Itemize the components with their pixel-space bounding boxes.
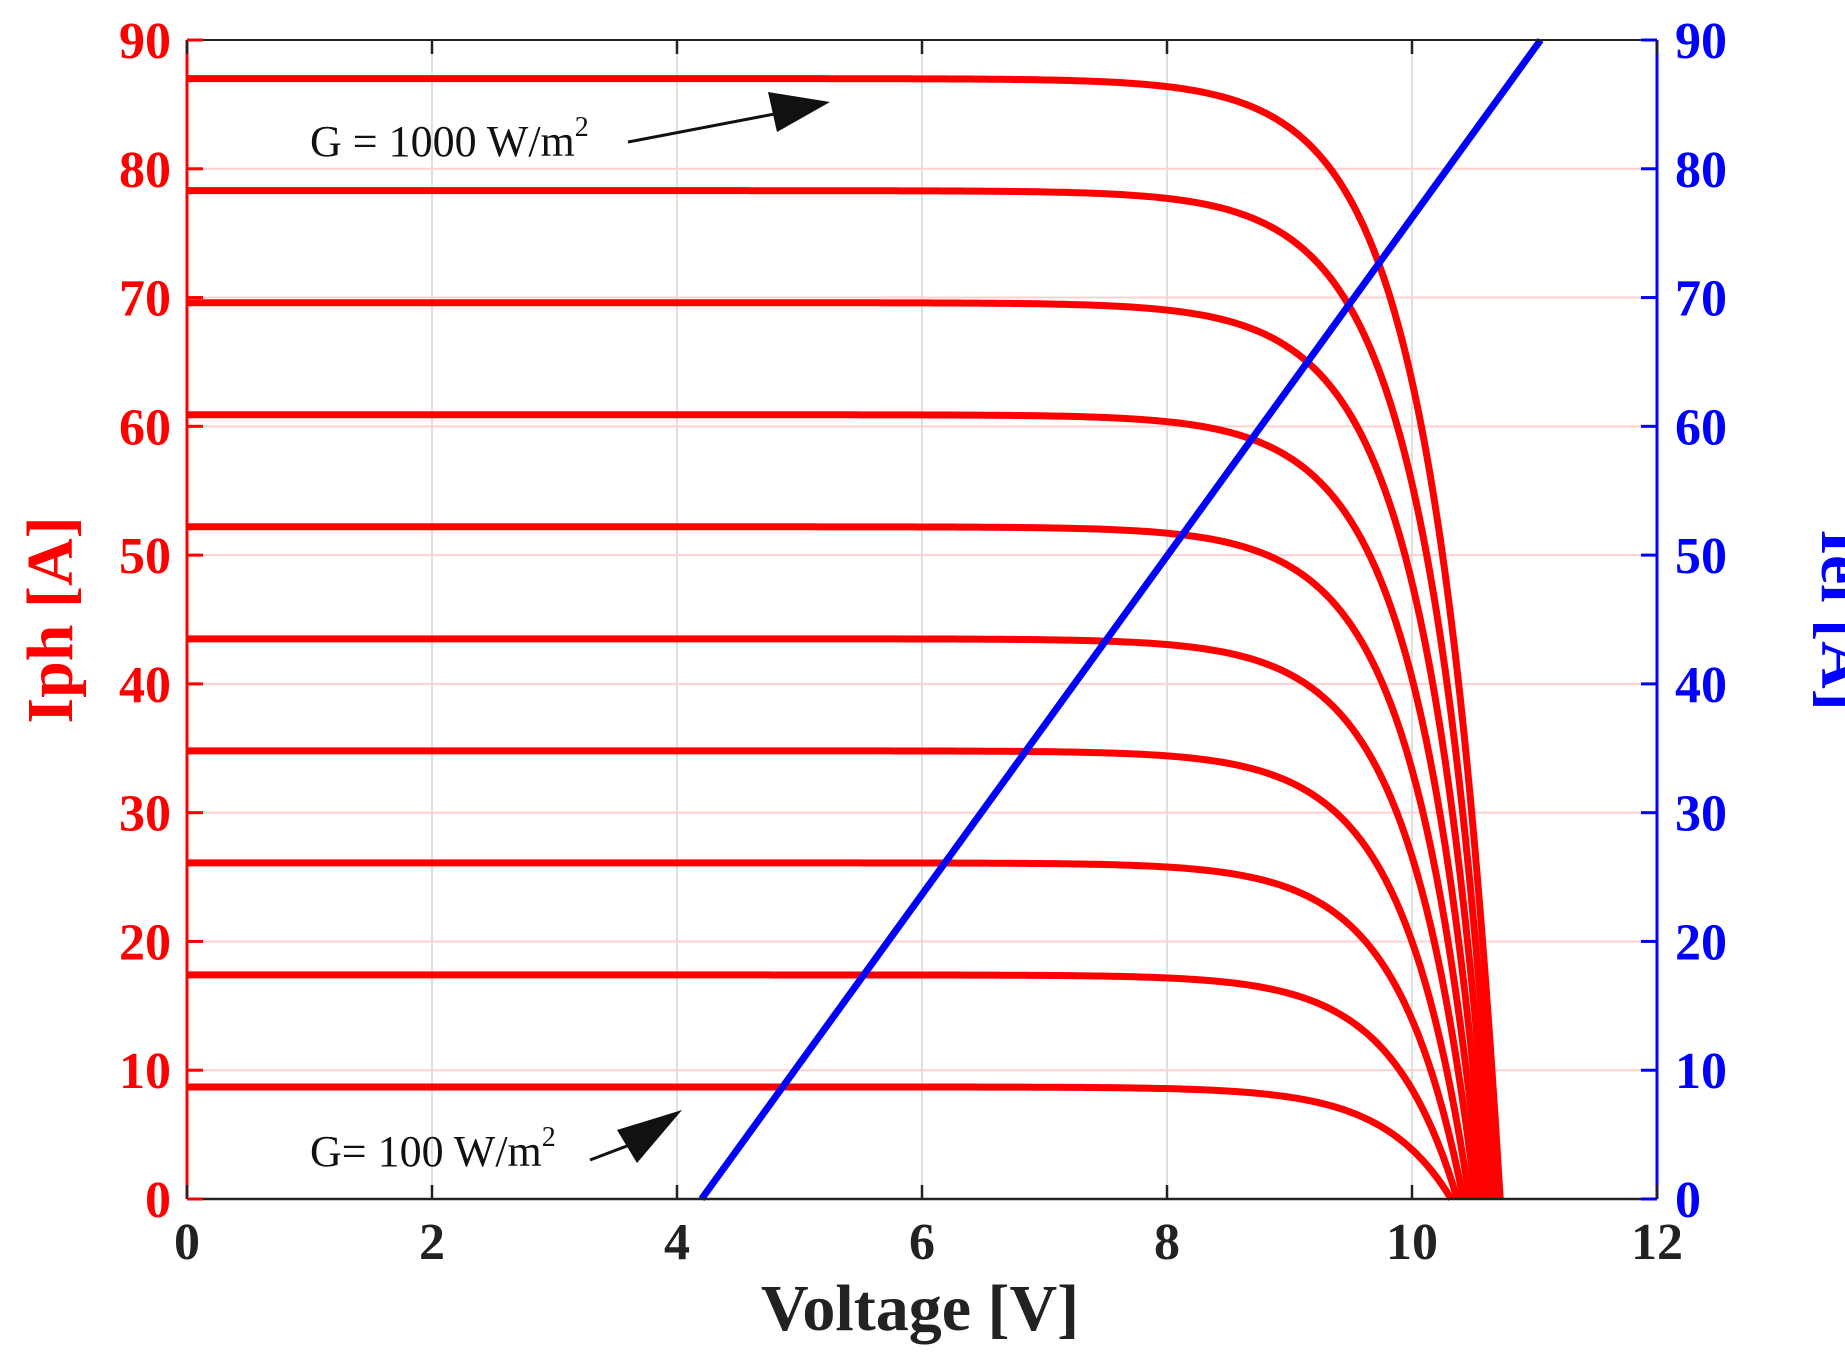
x-tick-label: 8 <box>1154 1214 1180 1271</box>
annotation-1000: G = 1000 W/m2 <box>310 92 830 166</box>
right-axis-title: Iel [A] <box>1807 529 1845 710</box>
right-tick-label: 30 <box>1675 786 1727 843</box>
left-tick-label: 50 <box>119 528 171 585</box>
left-tick-label: 90 <box>119 13 171 70</box>
pv-curves <box>187 75 1504 1201</box>
right-tick-label: 20 <box>1675 914 1727 971</box>
left-tick-label: 0 <box>145 1172 171 1229</box>
left-tick-label: 20 <box>119 914 171 971</box>
x-tick-label: 4 <box>664 1214 690 1271</box>
grid <box>187 40 1657 1199</box>
x-tick-label: 2 <box>419 1214 445 1271</box>
axes <box>185 38 1659 1201</box>
annotation-1000-label: G = 1000 W/m2 <box>310 112 589 166</box>
left-tick-label: 10 <box>119 1043 171 1100</box>
pv-curve-series <box>187 747 1474 1200</box>
left-tick-label: 70 <box>119 271 171 328</box>
right-tick-label: 10 <box>1675 1043 1727 1100</box>
x-axis-title: Voltage [V] <box>761 1272 1079 1345</box>
electrolyzer-line-group <box>698 37 1544 1202</box>
pv-curve-series <box>187 1083 1455 1201</box>
pv-curve-series <box>187 187 1499 1200</box>
right-tick-label: 60 <box>1675 399 1727 456</box>
x-tick-label: 10 <box>1386 1214 1438 1271</box>
x-tick-label: 12 <box>1631 1214 1683 1271</box>
left-tick-label: 60 <box>119 399 171 456</box>
pv-curve-series <box>187 75 1504 1200</box>
right-tick-label: 70 <box>1675 271 1727 328</box>
left-tick-label: 80 <box>119 142 171 199</box>
pv-curve-series <box>187 299 1494 1200</box>
right-tick-label: 0 <box>1675 1172 1701 1229</box>
left-axis-title: Iph [A] <box>14 516 87 723</box>
right-tick-label: 50 <box>1675 528 1727 585</box>
pv-curve-series <box>187 411 1489 1200</box>
x-tick-label: 0 <box>174 1214 200 1271</box>
annotation-1000-arrowhead <box>768 92 830 132</box>
annotation-100-label: G= 100 W/m2 <box>310 1122 556 1176</box>
x-tick-label: 6 <box>909 1214 935 1271</box>
pv-curve-series <box>187 523 1485 1200</box>
right-tick-label: 80 <box>1675 142 1727 199</box>
annotation-100: G= 100 W/m2 <box>310 1110 682 1176</box>
right-tick-label: 90 <box>1675 13 1727 70</box>
pv-curve-series <box>187 859 1467 1200</box>
annotation-1000-arrow-shaft <box>627 110 786 144</box>
pv-curve-series <box>187 635 1480 1200</box>
left-tick-label: 40 <box>119 657 171 714</box>
pv-curve-series <box>187 971 1461 1201</box>
tick-labels: 0 2 4 6 8 10 120102030405060708090010203040506… <box>119 13 1727 1271</box>
annotation-100-arrowhead <box>617 1110 682 1163</box>
left-tick-label: 30 <box>119 786 171 843</box>
electrolyzer-line <box>698 37 1544 1202</box>
right-tick-label: 40 <box>1675 657 1727 714</box>
